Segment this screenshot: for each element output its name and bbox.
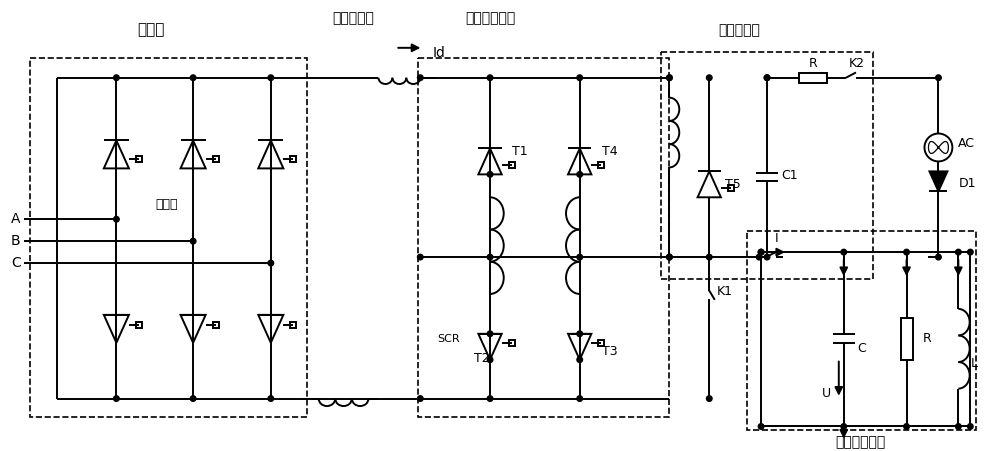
Circle shape (936, 254, 941, 260)
Circle shape (968, 423, 973, 429)
Circle shape (764, 75, 770, 81)
Circle shape (841, 249, 847, 255)
Circle shape (667, 254, 672, 260)
Text: C1: C1 (781, 169, 798, 182)
Circle shape (487, 357, 493, 363)
Text: A: A (11, 212, 20, 226)
Text: T3: T3 (602, 345, 617, 358)
Circle shape (577, 357, 583, 363)
Bar (598, 162, 604, 168)
Bar (136, 156, 142, 161)
Text: R: R (922, 332, 931, 345)
Text: T5: T5 (725, 178, 741, 191)
Circle shape (114, 75, 119, 81)
Circle shape (706, 75, 712, 81)
Circle shape (758, 249, 764, 255)
Text: D1: D1 (958, 177, 976, 190)
Circle shape (904, 249, 909, 255)
Text: 充放电电路: 充放电电路 (718, 23, 760, 37)
Text: 晶闸管: 晶闸管 (155, 198, 177, 211)
Circle shape (190, 75, 196, 81)
Circle shape (417, 75, 423, 81)
Bar (418, 58, 669, 417)
Circle shape (956, 423, 961, 429)
Polygon shape (929, 171, 947, 191)
Text: C: C (11, 256, 21, 270)
Circle shape (487, 75, 493, 81)
Text: SCR: SCR (438, 334, 460, 344)
Circle shape (577, 171, 583, 177)
Bar (213, 156, 219, 161)
Circle shape (487, 396, 493, 401)
Bar (598, 340, 604, 346)
Text: L: L (970, 357, 977, 370)
Circle shape (487, 254, 493, 260)
Bar (661, 52, 873, 279)
Bar (728, 185, 734, 191)
Circle shape (190, 238, 196, 244)
Bar (290, 156, 296, 161)
Circle shape (706, 254, 712, 260)
Circle shape (968, 249, 973, 255)
Bar (509, 162, 515, 168)
Bar (747, 231, 976, 430)
Circle shape (268, 260, 274, 266)
Text: U: U (822, 387, 831, 400)
Text: 并联谐振电路: 并联谐振电路 (836, 435, 886, 449)
Circle shape (417, 396, 423, 401)
Text: K2: K2 (849, 57, 865, 70)
Circle shape (758, 249, 764, 255)
Bar (799, 73, 827, 83)
Circle shape (487, 171, 493, 177)
Circle shape (667, 75, 672, 81)
Bar (213, 322, 219, 327)
Circle shape (706, 396, 712, 401)
Text: C: C (858, 342, 866, 355)
Text: R: R (809, 57, 817, 70)
Circle shape (904, 423, 909, 429)
Circle shape (667, 254, 672, 260)
Circle shape (268, 75, 274, 81)
Circle shape (417, 254, 423, 260)
Circle shape (577, 396, 583, 401)
Circle shape (577, 75, 583, 81)
Bar (509, 340, 515, 346)
Text: B: B (11, 234, 21, 248)
Text: T2: T2 (474, 352, 490, 365)
Text: T4: T4 (602, 145, 617, 158)
Bar (136, 322, 142, 327)
Circle shape (114, 396, 119, 401)
Text: Id: Id (432, 46, 445, 60)
Text: K1: K1 (717, 285, 733, 299)
Circle shape (487, 331, 493, 336)
Circle shape (268, 396, 274, 401)
Bar (290, 322, 296, 327)
Circle shape (114, 216, 119, 222)
Circle shape (667, 75, 672, 81)
Circle shape (841, 423, 847, 429)
Circle shape (190, 396, 196, 401)
Circle shape (758, 423, 764, 429)
Text: T1: T1 (512, 145, 528, 158)
Text: 平波电抗器: 平波电抗器 (333, 11, 374, 25)
Text: 可控硅逆变桥: 可控硅逆变桥 (465, 11, 515, 25)
Circle shape (764, 254, 770, 260)
Text: 整流桥: 整流桥 (138, 23, 165, 37)
Circle shape (956, 249, 961, 255)
Circle shape (936, 75, 941, 81)
Circle shape (756, 254, 762, 260)
Text: I: I (775, 232, 779, 244)
Bar (30, 58, 307, 417)
Bar (901, 318, 913, 360)
Circle shape (577, 331, 583, 336)
Circle shape (577, 254, 583, 260)
Circle shape (764, 75, 770, 81)
Text: AC: AC (958, 137, 975, 150)
